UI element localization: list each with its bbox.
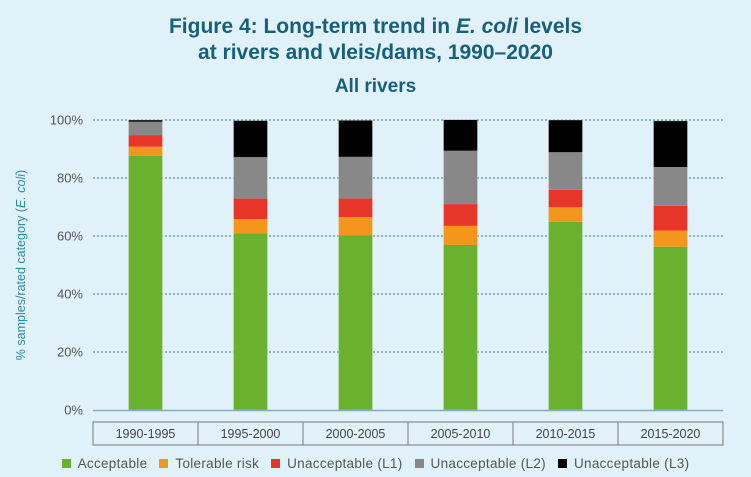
x-tick-label: 2010-2015 <box>536 427 596 441</box>
bar-segment-tolerable-risk <box>128 146 163 156</box>
y-tick-label: 20% <box>57 345 83 360</box>
legend-swatch <box>159 459 169 468</box>
bar-stack-2000-2005 <box>338 119 373 411</box>
bar-segment-unacceptable-l2 <box>338 156 373 199</box>
legend-swatch <box>414 459 424 468</box>
bar-segment-acceptable <box>338 235 373 410</box>
bar-segment-unacceptable-l2 <box>128 121 163 136</box>
chart-title-line-2: at rivers and vleis/dams, 1990–2020 <box>198 41 553 64</box>
y-axis-label: % samples/rated category (E. coli) <box>14 170 28 360</box>
legend-item: Tolerable risk <box>159 456 259 471</box>
x-tick-label: 1990-1995 <box>116 427 176 441</box>
chart-title-line-1: Figure 4: Long-term trend in E. coli lev… <box>0 14 751 40</box>
bar-segment-acceptable <box>128 155 163 410</box>
x-tick-label: 2005-2010 <box>431 427 491 441</box>
bar-segment-unacceptable-l3 <box>443 119 478 151</box>
bar-segment-acceptable <box>653 246 688 410</box>
bar-segment-tolerable-risk <box>653 230 688 247</box>
bar-segment-acceptable <box>233 233 268 410</box>
title-text-a: Figure 4: Long-term trend in <box>168 15 456 38</box>
bar-segment-tolerable-risk <box>233 219 268 234</box>
bar-segment-unacceptable-l1 <box>443 204 478 226</box>
x-tick-label: 2015-2020 <box>641 427 701 441</box>
legend-label: Unacceptable (L1) <box>287 456 403 471</box>
bar-segment-unacceptable-l1 <box>548 189 583 208</box>
y-tick-label: 0% <box>64 403 83 418</box>
bar-segment-acceptable <box>548 221 583 410</box>
y-tick-label: 80% <box>57 171 83 186</box>
bar-segment-unacceptable-l3 <box>233 120 268 158</box>
x-tick-label: 2000-2005 <box>326 427 386 441</box>
legend-label: Acceptable <box>77 456 148 471</box>
y-axis-ticks: 0% 20% 40% 60% 80% 100% <box>50 113 84 418</box>
title-text-b: levels <box>517 15 583 38</box>
legend-swatch <box>61 459 71 468</box>
bar-segment-unacceptable-l2 <box>653 166 688 206</box>
bar-segment-unacceptable-l3 <box>128 120 163 122</box>
bar-stack-1995-2000 <box>233 120 268 411</box>
legend-label: Unacceptable (L3) <box>573 456 690 471</box>
y-tick-label: 60% <box>57 229 83 244</box>
legend-item: Unacceptable (L1) <box>271 456 402 471</box>
bar-stack-2010-2015 <box>548 119 583 411</box>
y-tick-label: 100% <box>50 113 84 128</box>
bar-segment-unacceptable-l1 <box>653 205 688 231</box>
bar-segment-unacceptable-l1 <box>128 135 163 147</box>
bar-segment-unacceptable-l2 <box>548 152 583 190</box>
chart-subtitle: All rivers <box>334 76 417 97</box>
bar-segment-tolerable-risk <box>338 217 373 236</box>
legend-swatch <box>557 459 567 468</box>
bar-segment-unacceptable-l3 <box>653 120 688 167</box>
bar-stack-1990-1995 <box>128 119 163 411</box>
bar-stack-2015-2020 <box>653 120 688 411</box>
legend-label: Tolerable risk <box>175 456 260 471</box>
legend-item: Unacceptable (L2) <box>414 456 546 471</box>
bars <box>128 119 688 411</box>
legend: Acceptable Tolerable risk Unacceptable (L1… <box>0 456 751 471</box>
bar-segment-unacceptable-l2 <box>233 157 268 199</box>
bar-segment-unacceptable-l1 <box>338 198 373 218</box>
bar-segment-unacceptable-l3 <box>338 120 373 157</box>
legend-item: Acceptable <box>61 456 148 471</box>
x-tick-label: 1995-2000 <box>221 427 281 441</box>
bar-segment-tolerable-risk <box>443 225 478 245</box>
gridlines <box>93 119 723 353</box>
legend-label: Unacceptable (L2) <box>430 456 546 471</box>
title-text-species: E. coli <box>455 15 518 38</box>
bar-stack-2005-2010 <box>443 119 478 411</box>
legend-item: Unacceptable (L3) <box>557 456 690 471</box>
bar-segment-unacceptable-l1 <box>233 198 268 220</box>
y-tick-label: 40% <box>57 287 83 302</box>
bar-segment-tolerable-risk <box>548 207 583 222</box>
chart-title: Figure 4: Long-term trend in E. coli lev… <box>0 14 751 66</box>
bar-segment-unacceptable-l3 <box>548 120 583 153</box>
legend-swatch <box>271 459 281 468</box>
bar-segment-acceptable <box>443 244 478 410</box>
bar-segment-unacceptable-l2 <box>443 150 478 205</box>
category-table: 1990-1995 1995-2000 2000-2005 2005-2010 2010… <box>92 421 724 446</box>
